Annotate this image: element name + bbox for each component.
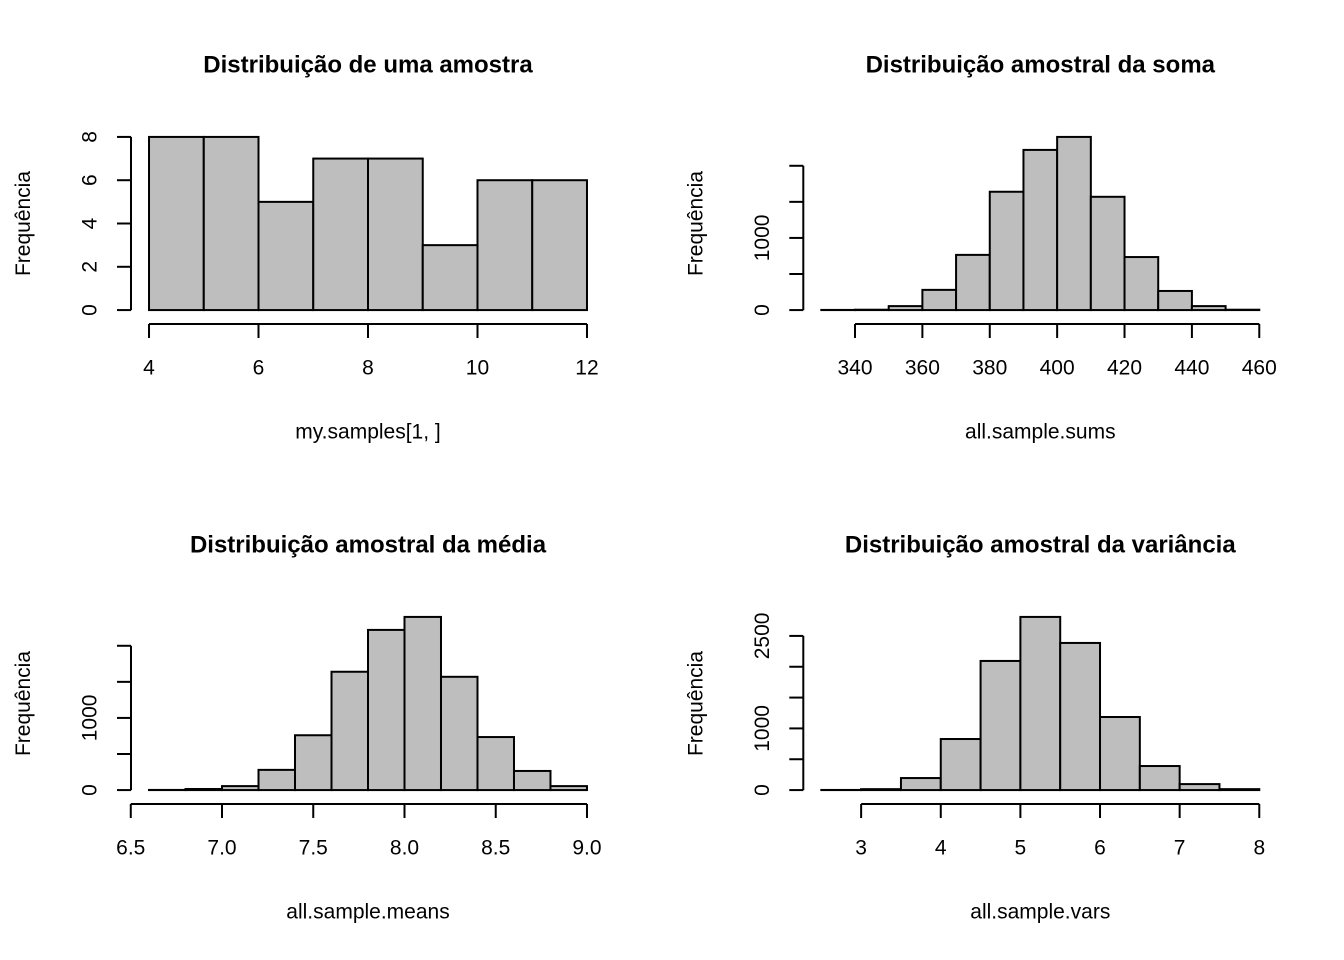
- bar: [955, 253, 991, 312]
- bar: [988, 190, 1025, 312]
- bar: [1157, 289, 1193, 312]
- x-tick-label: 380: [972, 357, 1007, 380]
- x-tick-label: 4: [935, 837, 947, 860]
- y-tick-label: 1000: [751, 215, 774, 262]
- x-tick-label: 340: [837, 357, 872, 380]
- x-tick-label: 8.5: [481, 837, 510, 860]
- y-tick-label: 0: [79, 784, 102, 796]
- bar: [476, 736, 515, 792]
- x-axis-label: all.sample.vars: [970, 901, 1110, 924]
- bar: [294, 734, 333, 792]
- bar: [1022, 148, 1059, 312]
- x-tick-label: 6: [1094, 837, 1106, 860]
- bar: [939, 738, 982, 792]
- x-tick-label: 400: [1040, 357, 1075, 380]
- bar: [367, 628, 406, 792]
- y-axis-label: Frequência: [684, 651, 707, 756]
- x-tick-label: 440: [1174, 357, 1209, 380]
- x-tick-label: 7: [1174, 837, 1186, 860]
- y-axis-label: Frequência: [684, 171, 707, 276]
- bar: [549, 785, 588, 792]
- bar: [1059, 641, 1102, 792]
- bar: [979, 659, 1022, 792]
- bar: [860, 788, 902, 792]
- y-tick-label: 1000: [79, 695, 102, 742]
- x-tick-label: 360: [905, 357, 940, 380]
- x-tick-label: 6.5: [116, 837, 145, 860]
- bar: [1056, 135, 1092, 312]
- x-tick-label: 5: [1015, 837, 1027, 860]
- bar: [403, 615, 442, 792]
- y-tick-label: 2500: [751, 613, 774, 660]
- bar: [1099, 716, 1141, 792]
- y-tick-label: 0: [79, 304, 102, 316]
- x-tick-label: 9.0: [572, 837, 601, 860]
- bar: [921, 288, 958, 312]
- x-tick-label: 460: [1242, 357, 1277, 380]
- x-tick-label: 7.0: [207, 837, 236, 860]
- x-tick-label: 8.0: [390, 837, 419, 860]
- bar: [1019, 615, 1062, 792]
- x-tick-label: 420: [1107, 357, 1142, 380]
- bar: [476, 179, 534, 312]
- bar: [257, 200, 315, 312]
- x-tick-label: 4: [143, 357, 155, 380]
- bar: [421, 244, 479, 312]
- bar: [221, 785, 260, 792]
- bar: [531, 179, 588, 312]
- chart-title: Distribuição de uma amostra: [203, 51, 533, 78]
- x-tick-label: 8: [362, 357, 374, 380]
- y-tick-label: 0: [751, 784, 774, 796]
- chart-title: Distribuição amostral da média: [190, 531, 547, 558]
- y-tick-label: 0: [751, 304, 774, 316]
- bar: [184, 787, 224, 792]
- y-tick-label: 2: [79, 261, 102, 273]
- bar: [1089, 195, 1126, 312]
- y-axis-label: Frequência: [12, 171, 35, 276]
- bar: [899, 777, 942, 792]
- x-tick-label: 6: [253, 357, 265, 380]
- y-tick-label: 1000: [751, 705, 774, 752]
- bar: [1138, 765, 1181, 792]
- y-tick-label: 6: [79, 174, 102, 186]
- bar: [1218, 788, 1261, 792]
- bar: [439, 675, 479, 792]
- bar: [312, 157, 370, 312]
- bar: [887, 305, 924, 312]
- y-axis-label: Frequência: [12, 651, 35, 756]
- bar: [1123, 256, 1160, 312]
- x-tick-label: 7.5: [299, 837, 328, 860]
- y-tick-label: 4: [79, 217, 102, 229]
- x-axis-label: my.samples[1, ]: [295, 421, 440, 444]
- bar: [1190, 305, 1227, 312]
- bar: [202, 135, 260, 312]
- bar: [148, 135, 205, 312]
- chart-title: Distribuição amostral da soma: [866, 51, 1216, 78]
- bar: [512, 769, 552, 792]
- bar: [367, 157, 424, 312]
- x-axis-label: all.sample.sums: [965, 421, 1116, 444]
- x-tick-label: 12: [575, 357, 598, 380]
- chart-title: Distribuição amostral da variância: [845, 531, 1236, 558]
- bar: [330, 670, 369, 792]
- bar: [1178, 783, 1221, 792]
- x-tick-label: 3: [855, 837, 867, 860]
- bar: [257, 768, 297, 792]
- x-tick-label: 8: [1253, 837, 1265, 860]
- x-tick-label: 10: [466, 357, 489, 380]
- x-axis-label: all.sample.means: [286, 901, 449, 924]
- y-tick-label: 8: [79, 131, 102, 143]
